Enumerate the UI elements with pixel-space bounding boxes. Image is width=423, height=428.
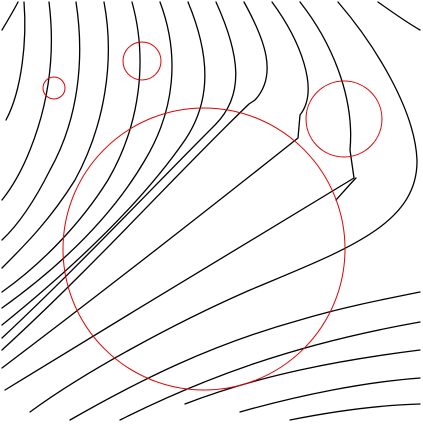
streamline <box>4 1 355 391</box>
streamline <box>184 349 421 405</box>
obstacle-circle <box>122 41 162 81</box>
streamline <box>1 1 19 31</box>
streamline <box>1 1 109 269</box>
streamline <box>29 1 418 413</box>
streamline <box>1 1 173 309</box>
streamline <box>119 321 421 421</box>
streamline <box>1 1 206 326</box>
streamline <box>5 1 26 121</box>
streamline <box>1 1 52 201</box>
streamline <box>239 377 421 413</box>
streamline <box>335 177 357 201</box>
streamline <box>289 403 421 421</box>
streamline <box>1 1 81 241</box>
obstacle-circle <box>42 76 66 100</box>
streamline <box>1 1 237 339</box>
obstacle-circle <box>305 80 383 158</box>
streamline <box>377 1 421 31</box>
streamline <box>1 1 141 293</box>
streamline <box>1 1 268 351</box>
streamline <box>1 1 309 369</box>
streamline <box>69 291 421 421</box>
obstacle-circle <box>62 107 346 391</box>
obstacle-circles <box>42 41 383 391</box>
streamlines <box>1 1 421 421</box>
